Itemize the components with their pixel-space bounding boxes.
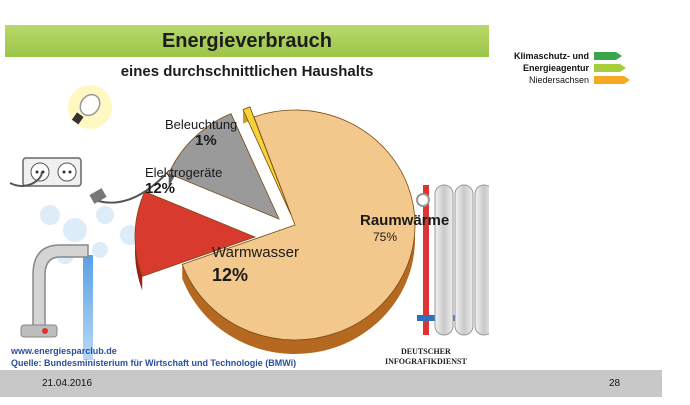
slice-label-warmwasser: Warmwasser	[212, 244, 299, 261]
slice-label-beleuchtung: Beleuchtung	[165, 117, 237, 132]
slice-label-raumwärme: Raumwärme	[360, 212, 449, 229]
logo-arrow-lime-icon	[594, 64, 626, 72]
logo-arrow-orange-icon	[594, 76, 630, 84]
steam-decoration	[40, 205, 140, 264]
logo-line-2: Energieagentur	[522, 63, 589, 73]
slice-value-beleuchtung: 1%	[195, 132, 217, 149]
publisher-line-2: Infografikdienst	[385, 357, 467, 366]
socket-icon	[9, 157, 166, 204]
slice-value-warmwasser: 12%	[212, 265, 248, 285]
chart-title: Energieverbrauch	[5, 25, 489, 57]
slide-date: 21.04.2016	[42, 378, 93, 389]
slice-label-elektrogeräte: Elektrogeräte	[145, 165, 222, 180]
light-bulb-icon	[68, 85, 112, 129]
logo-line-3: Niedersachsen	[528, 75, 589, 85]
infographic-slide: Raumwärme 75% Warmwasser 12% Elektrogeräte 12…	[5, 25, 489, 368]
radiator-icon	[416, 184, 489, 336]
logo-line-1: Klimaschutz- und	[513, 51, 589, 61]
publisher-line-1: Deutscher	[401, 347, 451, 356]
faucet-icon	[20, 244, 93, 360]
publisher-logo: Deutscher Infografikdienst	[385, 347, 467, 367]
pie-chart: Raumwärme75%Warmwasser12%Elektrogeräte12…	[9, 85, 489, 360]
pie-slice-raumwärme	[181, 109, 416, 341]
slice-value-raumwärme: 75%	[373, 230, 397, 244]
source-note: Quelle: Bundesministerium für Wirtschaft…	[11, 358, 297, 368]
agency-logo: Klimaschutz- und Energieagentur Niedersa…	[504, 50, 644, 86]
logo-arrow-green-icon	[594, 52, 622, 60]
website-link[interactable]: www.energiesparclub.de	[11, 346, 117, 356]
pie-slices	[134, 106, 416, 354]
pie-slice-warmwasser	[134, 191, 257, 277]
pie-labels: Raumwärme75%Warmwasser12%Elektrogeräte12…	[145, 117, 449, 285]
slice-value-elektrogeräte: 12%	[145, 180, 175, 197]
pie-slice-elektrogeräte	[168, 113, 280, 220]
pie-slice-beleuchtung	[242, 106, 292, 216]
slide-footer-bar: 21.04.2016 28	[0, 370, 662, 397]
chart-subtitle: eines durchschnittlichen Haushalts	[120, 63, 374, 80]
page-number: 28	[609, 378, 621, 389]
